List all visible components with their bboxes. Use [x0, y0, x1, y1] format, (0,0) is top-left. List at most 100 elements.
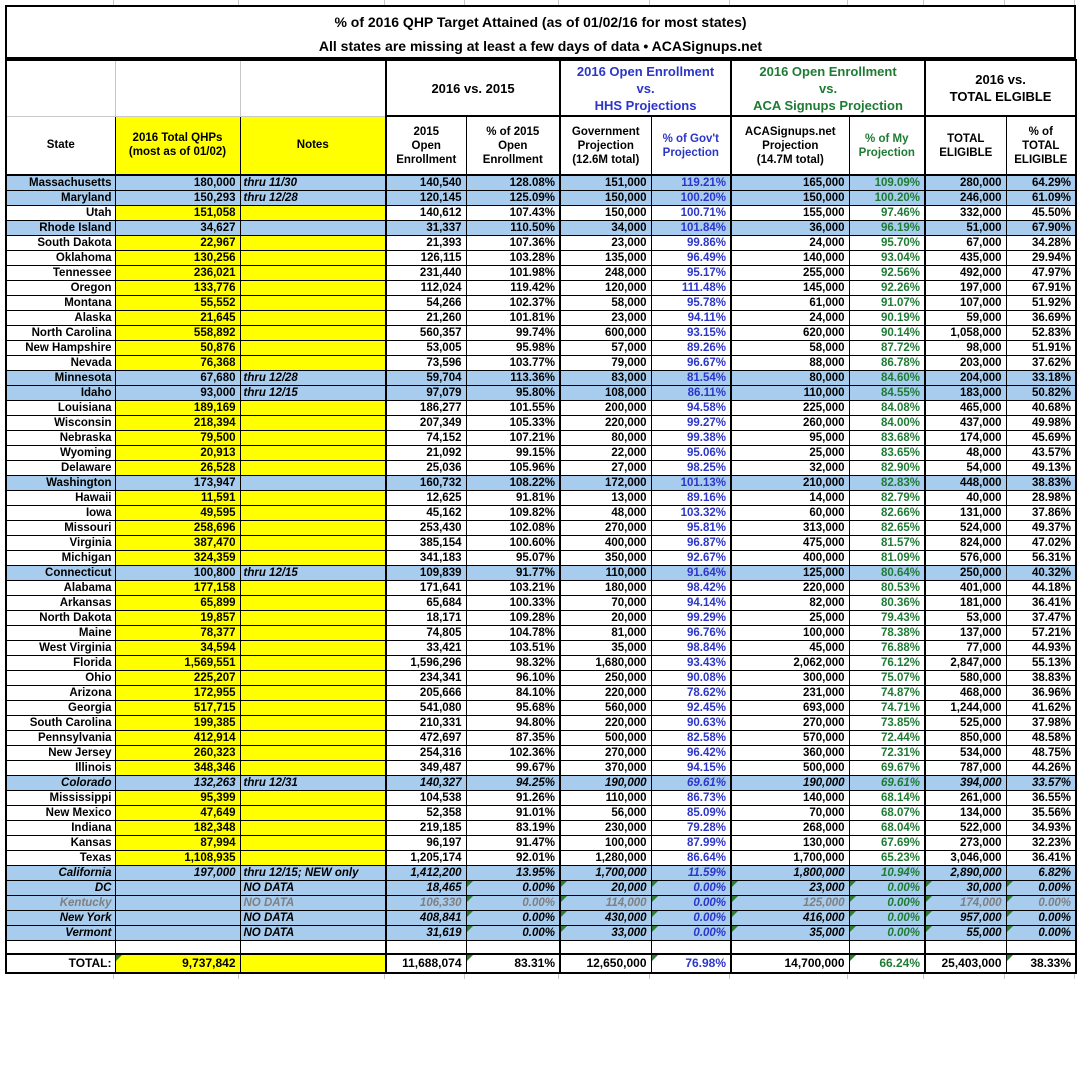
total-eligible-cell: 394,000 — [924, 775, 1007, 791]
gov-projection-cell: 48,000 — [559, 505, 652, 521]
error-indicator-icon — [733, 896, 739, 902]
pct2015-cell: 95.07% — [465, 550, 561, 566]
aca-projection-cell: 14,000 — [730, 490, 850, 506]
pct-gov-cell: 101.13% — [650, 475, 732, 491]
pct2015-cell: 91.01% — [465, 805, 561, 821]
table-row: Vermont NO DATA 31,619 0.00% 33,000 0.00% 35,0… — [5, 925, 1077, 941]
spacer-cell — [239, 940, 387, 954]
pct2015-cell: 119.42% — [465, 280, 561, 296]
total-eligible-cell: 59,000 — [924, 310, 1007, 326]
pct2015-cell: 87.35% — [465, 730, 561, 746]
gov-projection-cell: 180,000 — [559, 580, 652, 596]
qhp-cell — [114, 925, 241, 941]
pct-aca-cell: 80.53% — [848, 580, 926, 596]
aca-projection-cell: 220,000 — [730, 580, 850, 596]
pct-gov-cell: 98.42% — [650, 580, 732, 596]
notes-cell: thru 12/28 — [239, 190, 387, 206]
pct-eligible-cell: 37.86% — [1005, 505, 1077, 521]
pct-aca-cell: 84.55% — [848, 385, 926, 401]
state-cell: Utah — [5, 205, 116, 221]
pct-gov-cell: 119.21% — [650, 174, 732, 191]
state-cell: Michigan — [5, 550, 116, 566]
notes-cell — [239, 415, 387, 431]
pct2015-cell: 0.00% — [465, 895, 561, 911]
qhp-cell: 387,470 — [114, 535, 241, 551]
pct2015-cell: 102.36% — [465, 745, 561, 761]
state-cell: Montana — [5, 295, 116, 311]
pct2015-cell: 105.96% — [465, 460, 561, 476]
table-row: Idaho 93,000 thru 12/15 97,079 95.80% 108,000… — [5, 385, 1077, 401]
oe2015-cell: 59,704 — [385, 370, 467, 386]
pct2015-cell: 101.81% — [465, 310, 561, 326]
aca-projection-cell: 255,000 — [730, 265, 850, 281]
pct-aca-cell: 75.07% — [848, 670, 926, 686]
oe2015-cell: 231,440 — [385, 265, 467, 281]
aca-projection-cell: 400,000 — [730, 550, 850, 566]
total-eligible-cell: 67,000 — [924, 235, 1007, 251]
gov-projection-cell: 200,000 — [559, 400, 652, 416]
pct-aca-cell: 84.60% — [848, 370, 926, 386]
qhp-cell: 65,899 — [114, 595, 241, 611]
title-line-1: % of 2016 QHP Target Attained (as of 01/… — [334, 14, 747, 30]
aca-projection-cell: 58,000 — [730, 340, 850, 356]
pct-aca-cell: 10.94% — [848, 865, 926, 881]
qhp-cell: 20,913 — [114, 445, 241, 461]
state-cell: New Hampshire — [5, 340, 116, 356]
state-cell: South Carolina — [5, 715, 116, 731]
pct-aca-cell: 65.23% — [848, 850, 926, 866]
pct-gov-cell: 96.67% — [650, 355, 732, 371]
pct2015-cell: 91.47% — [465, 835, 561, 851]
state-cell: Alaska — [5, 310, 116, 326]
qhp-cell: 78,377 — [114, 625, 241, 641]
pct-eligible-cell: 48.58% — [1005, 730, 1077, 746]
aca-projection-cell: 61,000 — [730, 295, 850, 311]
error-indicator-icon — [652, 881, 658, 887]
table-row: California 197,000 thru 12/15; NEW only 1,4… — [5, 865, 1077, 881]
notes-cell: NO DATA — [239, 880, 387, 896]
total-oe2015-cell: 11,688,074 — [385, 952, 467, 974]
pct-eligible-cell: 28.98% — [1005, 490, 1077, 506]
gov-projection-cell: 230,000 — [559, 820, 652, 836]
pct-eligible-cell: 50.82% — [1005, 385, 1077, 401]
oe2015-cell: 171,641 — [385, 580, 467, 596]
pct-aca-cell: 69.61% — [848, 775, 926, 791]
qhp-cell: 130,256 — [114, 250, 241, 266]
qhp-cell: 172,955 — [114, 685, 241, 701]
aca-projection-cell: 36,000 — [730, 220, 850, 236]
pct-aca-cell: 87.72% — [848, 340, 926, 356]
pct-eligible-cell: 35.56% — [1005, 805, 1077, 821]
pct-aca-cell: 76.12% — [848, 655, 926, 671]
pct-eligible-cell: 40.32% — [1005, 565, 1077, 581]
table-row: Tennessee 236,021 231,440 101.98% 248,000 95.… — [5, 265, 1077, 281]
spacer-cell — [385, 940, 467, 954]
aca-projection-cell: 125,000 — [730, 895, 850, 911]
column-header-total-eligible: TOTAL ELIGIBLE — [924, 115, 1007, 176]
total-eligible-cell: 492,000 — [924, 265, 1007, 281]
pct-eligible-cell: 33.18% — [1005, 370, 1077, 386]
pct-gov-cell: 94.11% — [650, 310, 732, 326]
qhp-cell: 1,108,935 — [114, 850, 241, 866]
gov-projection-cell: 370,000 — [559, 760, 652, 776]
pct2015-cell: 99.74% — [465, 325, 561, 341]
gov-projection-cell: 172,000 — [559, 475, 652, 491]
pct-eligible-cell: 29.94% — [1005, 250, 1077, 266]
notes-cell: thru 12/15 — [239, 385, 387, 401]
state-cell: New York — [5, 910, 116, 926]
notes-cell — [239, 580, 387, 596]
pct-gov-cell: 94.58% — [650, 400, 732, 416]
notes-cell — [239, 610, 387, 626]
gov-projection-cell: 58,000 — [559, 295, 652, 311]
aca-projection-cell: 60,000 — [730, 505, 850, 521]
total-row: TOTAL: 9,737,842 11,688,074 83.31% 12,65… — [5, 952, 1077, 974]
state-cell: North Carolina — [5, 325, 116, 341]
pct2015-cell: 0.00% — [465, 910, 561, 926]
error-indicator-icon — [562, 926, 568, 932]
total-eligible-cell: 197,000 — [924, 280, 1007, 296]
pct-eligible-cell: 51.92% — [1005, 295, 1077, 311]
state-cell: Arizona — [5, 685, 116, 701]
aca-projection-cell: 95,000 — [730, 430, 850, 446]
error-indicator-icon — [467, 911, 473, 917]
spacer-cell — [1005, 940, 1077, 954]
state-cell: Oklahoma — [5, 250, 116, 266]
error-indicator-icon — [927, 896, 933, 902]
